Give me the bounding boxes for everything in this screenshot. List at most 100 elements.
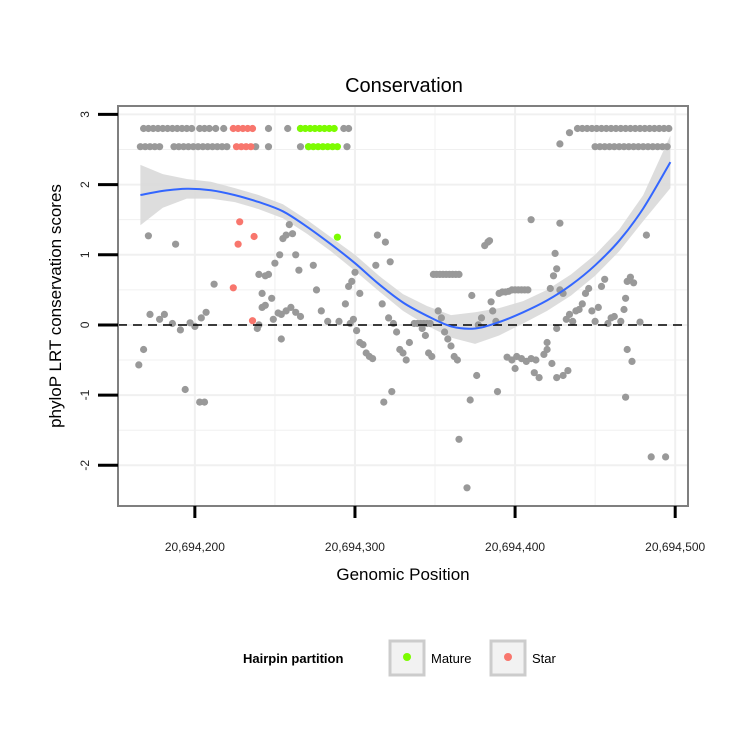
data-point-other — [524, 286, 532, 294]
data-point-other — [140, 345, 148, 354]
data-point-other — [662, 453, 670, 461]
data-point-star — [250, 232, 258, 241]
data-point-mature — [333, 233, 341, 241]
data-point-other — [253, 324, 261, 333]
data-point-other — [276, 251, 284, 259]
data-point-other — [135, 361, 143, 369]
data-point-other — [601, 275, 609, 283]
data-point-other — [636, 318, 644, 326]
data-point-other — [642, 231, 651, 239]
data-point-other — [258, 289, 266, 297]
legend-dot-mature — [403, 653, 411, 661]
data-point-other — [309, 261, 317, 269]
data-point-other — [160, 310, 168, 318]
data-point-star — [247, 143, 255, 151]
data-point-other — [188, 124, 196, 133]
data-point-other — [441, 328, 449, 336]
data-point-other — [622, 294, 630, 302]
data-point-other — [205, 124, 213, 133]
data-point-other — [264, 124, 273, 133]
smooth-line-layer — [140, 161, 672, 330]
data-point-other — [264, 143, 273, 151]
data-point-other — [405, 338, 413, 347]
y-tick-label: 2 — [78, 181, 92, 188]
data-point-other — [255, 270, 263, 278]
data-point-other — [343, 143, 351, 151]
data-point-other — [556, 219, 564, 227]
data-point-other — [388, 388, 396, 396]
data-point-other — [489, 307, 497, 315]
data-point-other — [223, 143, 231, 151]
data-point-other — [553, 324, 561, 333]
chart-title: Conservation — [345, 75, 463, 97]
data-point-other — [549, 272, 558, 280]
data-point-other — [356, 289, 364, 297]
data-point-other — [623, 345, 631, 354]
data-point-other — [597, 282, 606, 290]
data-point-other — [369, 355, 377, 363]
data-point-other — [455, 435, 463, 443]
data-point-other — [176, 326, 184, 334]
data-point-other — [546, 284, 554, 293]
x-tick-label: 20,694,400 — [485, 540, 545, 554]
data-point-other — [630, 279, 638, 287]
data-point-star — [248, 124, 257, 133]
data-point-other — [455, 270, 463, 278]
data-point-other — [548, 359, 556, 368]
data-point-other — [585, 284, 593, 293]
data-point-other — [348, 277, 356, 285]
data-point-other — [473, 371, 481, 380]
data-point-other — [418, 324, 426, 333]
data-point-other — [282, 231, 290, 239]
data-point-other — [345, 124, 353, 133]
data-point-star — [229, 284, 237, 292]
data-point-other — [434, 307, 442, 315]
y-tick-label: -1 — [78, 389, 92, 400]
x-axis: 20,694,200 20,694,300 20,694,400 20,694,500 — [165, 506, 706, 554]
data-point-other — [556, 140, 564, 148]
data-point-other — [477, 314, 486, 322]
data-point-other — [559, 371, 567, 380]
y-tick-label: 0 — [78, 321, 92, 328]
data-point-other — [444, 335, 452, 343]
data-point-other — [591, 317, 599, 325]
confidence-band — [140, 135, 671, 344]
data-point-other — [351, 268, 359, 276]
legend: Hairpin partition Mature Star — [243, 639, 557, 677]
data-point-other — [156, 315, 164, 323]
data-point-other — [665, 124, 673, 133]
legend-key-star — [489, 639, 527, 677]
data-point-other — [378, 300, 386, 308]
data-point-other — [296, 312, 305, 321]
data-point-mature — [333, 143, 341, 151]
legend-title: Hairpin partition — [243, 651, 343, 666]
data-point-other — [535, 374, 543, 382]
data-point-other — [399, 349, 407, 357]
data-point-other — [620, 305, 628, 314]
data-point-star — [248, 317, 257, 325]
y-axis: -2 -1 0 1 2 3 — [78, 111, 118, 471]
data-point-other — [317, 307, 325, 315]
data-point-other — [402, 356, 410, 364]
data-point-other — [663, 143, 671, 151]
data-point-other — [389, 319, 397, 328]
data-point-other — [553, 265, 561, 273]
legend-label-star: Star — [532, 651, 557, 666]
data-point-other — [287, 303, 295, 311]
x-tick-label: 20,694,300 — [325, 540, 385, 554]
data-point-other — [487, 298, 495, 306]
data-point-other — [386, 258, 394, 266]
data-point-other — [437, 314, 445, 322]
data-point-other — [468, 291, 476, 300]
data-point-star — [236, 218, 244, 226]
data-point-other — [271, 259, 279, 267]
legend-label-mature: Mature — [431, 651, 471, 666]
data-point-other — [285, 221, 293, 229]
data-point-other — [647, 453, 655, 461]
data-point-other — [212, 124, 220, 133]
data-point-other — [421, 331, 429, 340]
data-point-other — [578, 300, 586, 308]
data-point-other — [197, 314, 205, 322]
data-point-other — [220, 124, 228, 133]
